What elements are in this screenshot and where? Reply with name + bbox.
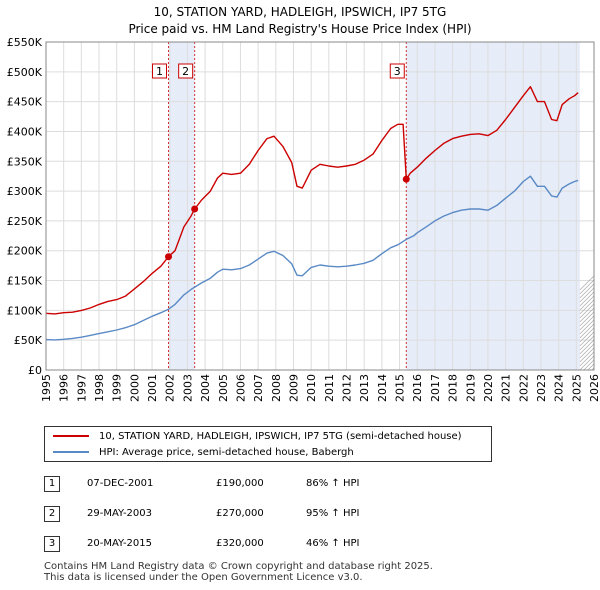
x-tick-label: 2022: [517, 374, 530, 402]
y-tick-label: £450K: [7, 96, 43, 109]
price-chart: 1 2 3 £0 £50K £100K £150K £200K £250K £300K £350K…: [7, 36, 600, 402]
legend-label-property: 10, STATION YARD, HADLEIGH, IPSWICH, IP7…: [99, 431, 462, 442]
legend-label-hpi: HPI: Average price, semi-detached house,…: [99, 447, 354, 458]
x-tick-label: 2001: [146, 374, 159, 402]
legend-item-property: 10, STATION YARD, HADLEIGH, IPSWICH, IP7…: [53, 429, 462, 445]
x-tick-label: 2025: [570, 374, 583, 402]
legend-swatch-blue: [53, 451, 89, 453]
sale-hpi-change: 86% ↑ HPI: [306, 478, 360, 489]
y-tick-label: £250K: [7, 215, 43, 228]
future-hatch: [579, 42, 600, 370]
hatch-line: [579, 311, 595, 327]
sale-date: 29-MAY-2003: [87, 508, 153, 519]
x-tick-label: 2017: [429, 374, 442, 402]
x-tick-label: 1997: [75, 374, 88, 402]
plot-frame: [45, 41, 595, 371]
x-tick-label: 2026: [588, 374, 600, 402]
sale-marker-box: [178, 63, 194, 79]
x-tick-label: 2007: [252, 374, 265, 402]
chart-title-line1: 10, STATION YARD, HADLEIGH, IPSWICH, IP7…: [153, 5, 447, 19]
hatch-line: [596, 42, 600, 370]
x-tick-label: 2005: [217, 374, 230, 402]
y-tick-label: £0: [28, 364, 42, 377]
x-tick-label: 2000: [128, 374, 141, 402]
hatch-line: [579, 303, 595, 319]
x-tick-label: 2003: [181, 374, 194, 402]
x-tick-label: 2010: [305, 374, 318, 402]
sale-number-badge: 2: [44, 506, 60, 522]
y-tick-label: £100K: [7, 304, 43, 317]
shaded-span: [168, 42, 195, 370]
x-tick-label: 2008: [270, 374, 283, 402]
x-tick-label: 1998: [93, 374, 106, 402]
x-tick-label: 2019: [464, 374, 477, 402]
y-tick-label: £500K: [7, 66, 43, 79]
footer-attribution: Contains HM Land Registry data © Crown c…: [44, 561, 433, 583]
sale-point: [191, 205, 199, 213]
x-tick-label: 2024: [553, 374, 566, 402]
legend-swatch-red: [53, 435, 89, 437]
y-tick-label: £200K: [7, 245, 43, 258]
sale-marker-label: 3: [394, 65, 401, 78]
sale-marker-box: [389, 63, 405, 79]
x-tick-label: 2009: [287, 374, 300, 402]
y-tick-label: £350K: [7, 155, 43, 168]
sale-price: £320,000: [216, 538, 264, 549]
footer-line2: This data is licensed under the Open Gov…: [44, 572, 363, 583]
sale-number-badge: 3: [44, 536, 60, 552]
sale-hpi-change: 46% ↑ HPI: [306, 538, 360, 549]
chart-legend: 10, STATION YARD, HADLEIGH, IPSWICH, IP7…: [44, 426, 492, 462]
sale-price: £270,000: [216, 508, 264, 519]
chart-title: 10, STATION YARD, HADLEIGH, IPSWICH, IP7…: [0, 4, 600, 38]
sale-marker-label: 1: [156, 65, 163, 78]
chart-title-line2: Price paid vs. HM Land Registry's House …: [128, 22, 472, 36]
sale-point: [402, 175, 410, 183]
x-tick-label: 2014: [376, 374, 389, 402]
series-line-hpi: [45, 175, 579, 341]
x-tick-label: 1999: [111, 374, 124, 402]
y-tick-label: £550K: [7, 36, 43, 49]
series-line-property: [45, 85, 579, 315]
sale-marker-box: [152, 63, 168, 79]
shaded-span: [406, 42, 580, 370]
x-tick-label: 2018: [447, 374, 460, 402]
sale-marker-label: 2: [182, 65, 189, 78]
x-tick-label: 2020: [482, 374, 495, 402]
sale-row: 1 07-DEC-2001 £190,000 86% ↑ HPI: [0, 476, 600, 496]
sale-number-badge: 1: [44, 476, 60, 492]
footer-line1: Contains HM Land Registry data © Crown c…: [44, 561, 433, 572]
x-tick-label: 2015: [394, 374, 407, 402]
y-tick-label: £300K: [7, 185, 43, 198]
x-tick-label: 2021: [500, 374, 513, 402]
y-tick-label: £150K: [7, 275, 43, 288]
sale-price: £190,000: [216, 478, 264, 489]
x-tick-label: 2006: [234, 374, 247, 402]
x-tick-label: 2016: [411, 374, 424, 402]
y-tick-label: £50K: [14, 334, 43, 347]
sale-date: 20-MAY-2015: [87, 538, 153, 549]
sale-row: 3 20-MAY-2015 £320,000 46% ↑ HPI: [0, 536, 600, 556]
hatch-line: [579, 307, 595, 323]
legend-item-hpi: HPI: Average price, semi-detached house,…: [53, 445, 354, 461]
x-tick-label: 2011: [323, 374, 336, 402]
x-tick-label: 2023: [535, 374, 548, 402]
sale-row: 2 29-MAY-2003 £270,000 95% ↑ HPI: [0, 506, 600, 526]
x-tick-label: 1996: [58, 374, 71, 402]
sale-hpi-change: 95% ↑ HPI: [306, 508, 360, 519]
x-tick-label: 2004: [199, 374, 212, 402]
sale-date: 07-DEC-2001: [87, 478, 154, 489]
x-tick-label: 1995: [40, 374, 53, 402]
x-tick-label: 2013: [358, 374, 371, 402]
x-tick-label: 2012: [341, 374, 354, 402]
sale-point: [165, 253, 173, 261]
x-tick-label: 2002: [164, 374, 177, 402]
y-tick-label: £400K: [7, 125, 43, 138]
